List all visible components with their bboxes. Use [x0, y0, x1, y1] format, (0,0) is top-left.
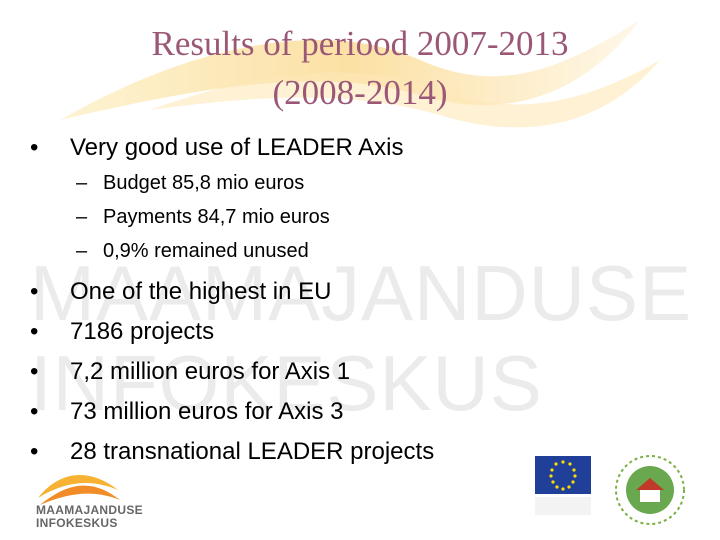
bullet-symbol: • [30, 134, 39, 161]
logo-text: MAAMAJANDUSE [36, 503, 143, 517]
sub-bullet-symbol: – [76, 240, 88, 262]
logo-text: INFOKESKUS [36, 516, 118, 530]
sub-bullet-symbol: – [76, 172, 88, 194]
bullet-text: One of the highest in EU [70, 278, 332, 305]
bullet-symbol: • [30, 398, 39, 425]
bullet-text: 7186 projects [70, 318, 215, 345]
bullet-text: 28 transnational LEADER projects [70, 438, 435, 465]
title: Results of periood 2007-2013 [151, 24, 569, 63]
sub-bullet-text: Budget 85,8 mio euros [103, 172, 305, 194]
bullet-symbol: • [30, 278, 39, 305]
bullet-symbol: • [30, 438, 39, 465]
bullet-text: Very good use of LEADER Axis [70, 134, 404, 161]
sub-bullet-text: Payments 84,7 mio euros [103, 206, 330, 228]
bullet-text: 73 million euros for Axis 3 [70, 398, 344, 425]
bullet-symbol: • [30, 318, 39, 345]
watermark: MAAMAJANDUSE [30, 249, 693, 337]
title: (2008-2014) [272, 73, 448, 112]
sub-bullet-text: 0,9% remained unused [103, 240, 309, 262]
watermark: INFOKESKUS [30, 339, 543, 427]
sub-bullet-symbol: – [76, 206, 88, 228]
bullet-text: 7,2 million euros for Axis 1 [70, 358, 351, 385]
bullet-symbol: • [30, 358, 39, 385]
